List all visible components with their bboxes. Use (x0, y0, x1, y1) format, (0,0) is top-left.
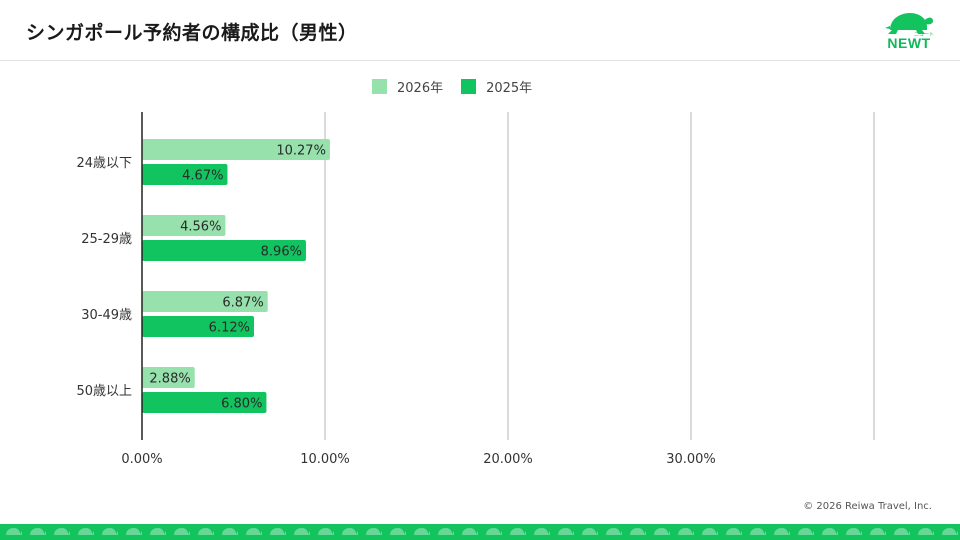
band-turtle-icon (294, 528, 310, 535)
bar-2026-3 (142, 367, 195, 388)
legend-swatch-2026 (372, 78, 387, 94)
category-label-2: 30-49歳 (81, 308, 132, 323)
legend-label-2025: 2025年 (486, 80, 533, 96)
band-turtle-icon (486, 528, 502, 535)
band-turtle-icon (150, 528, 166, 535)
footer-band (0, 524, 960, 540)
band-turtle-icon (702, 528, 718, 535)
legend-swatch-2025 (461, 78, 477, 94)
band-turtle-icon (822, 528, 838, 535)
band-turtle-icon (438, 528, 454, 535)
x-tick-label-1: 10.00% (300, 452, 350, 467)
band-turtle-icon (174, 528, 190, 535)
band-turtle-icon (342, 528, 358, 535)
copyright-text: © 2026 Reiwa Travel, Inc. (803, 501, 932, 512)
band-turtle-icon (606, 528, 622, 535)
data-label-2026-0: 10.27% (276, 144, 326, 159)
band-turtle-icon (750, 528, 766, 535)
turtle-icon (885, 13, 933, 34)
bar-2025-3 (142, 392, 267, 413)
bar-chart: 10.27% 4.67% 24歳以下 4.56% 8.96% 25-29歳 6.87% 6.1… (76, 112, 875, 467)
newt-logo: ニュート NEWT (884, 10, 940, 52)
band-turtle-icon (6, 528, 22, 535)
category-label-3: 50歳以上 (76, 384, 132, 399)
data-label-2025-2: 6.12% (209, 321, 250, 336)
band-turtle-icon (798, 528, 814, 535)
band-turtle-icon (102, 528, 118, 535)
band-turtle-icon (894, 528, 910, 535)
bar-2025-1 (142, 240, 306, 261)
chart-legend: 2026年 2025年 (372, 76, 532, 96)
page-title: シンガポール予約者の構成比（男性） (26, 22, 358, 44)
data-label-2026-1: 4.56% (180, 220, 221, 235)
band-turtle-icon (870, 528, 886, 535)
legend-item-2026: 2026年 (372, 77, 443, 96)
band-turtle-icon (726, 528, 742, 535)
band-turtle-icon (198, 528, 214, 535)
band-turtle-icon (774, 528, 790, 535)
band-turtle-icon (30, 528, 46, 535)
category-label-1: 25-29歳 (81, 232, 132, 247)
x-tick-label-2: 20.00% (483, 452, 533, 467)
band-turtle-icon (246, 528, 262, 535)
data-label-2026-3: 2.88% (149, 372, 190, 387)
band-turtle-icon (654, 528, 670, 535)
logo-wordmark: NEWT (887, 35, 931, 51)
data-label-2025-3: 6.80% (221, 397, 262, 412)
band-turtle-icon (630, 528, 646, 535)
band-turtle-icon (222, 528, 238, 535)
bar-2026-2 (142, 291, 268, 312)
x-tick-label-3: 30.00% (666, 452, 716, 467)
header-divider (0, 60, 960, 61)
band-turtle-icon (918, 528, 934, 535)
band-turtle-icon (582, 528, 598, 535)
band-turtle-icon (390, 528, 406, 535)
band-turtle-icon (270, 528, 286, 535)
band-turtle-icon (366, 528, 382, 535)
band-turtle-icon (126, 528, 142, 535)
bar-2025-0 (142, 164, 228, 185)
legend-label-2026: 2026年 (397, 80, 444, 96)
category-label-0: 24歳以下 (76, 156, 132, 171)
band-turtle-icon (510, 528, 526, 535)
band-turtle-icon (462, 528, 478, 535)
band-turtle-icon (318, 528, 334, 535)
data-label-2025-0: 4.67% (182, 169, 223, 184)
band-turtle-icon (942, 528, 958, 535)
band-turtle-icon (534, 528, 550, 535)
logo-subtitle: ニュート (914, 32, 935, 38)
data-label-2026-2: 6.87% (222, 296, 263, 311)
legend-item-2025: 2025年 (461, 77, 532, 96)
bar-2026-1 (142, 215, 226, 236)
x-tick-label-0: 0.00% (121, 452, 162, 467)
data-label-2025-1: 8.96% (261, 245, 302, 260)
bar-2025-2 (142, 316, 254, 337)
footer-pattern (6, 528, 958, 535)
band-turtle-icon (678, 528, 694, 535)
bar-2026-0 (142, 139, 330, 160)
band-turtle-icon (558, 528, 574, 535)
band-turtle-icon (78, 528, 94, 535)
band-turtle-icon (54, 528, 70, 535)
band-turtle-icon (846, 528, 862, 535)
band-turtle-icon (414, 528, 430, 535)
